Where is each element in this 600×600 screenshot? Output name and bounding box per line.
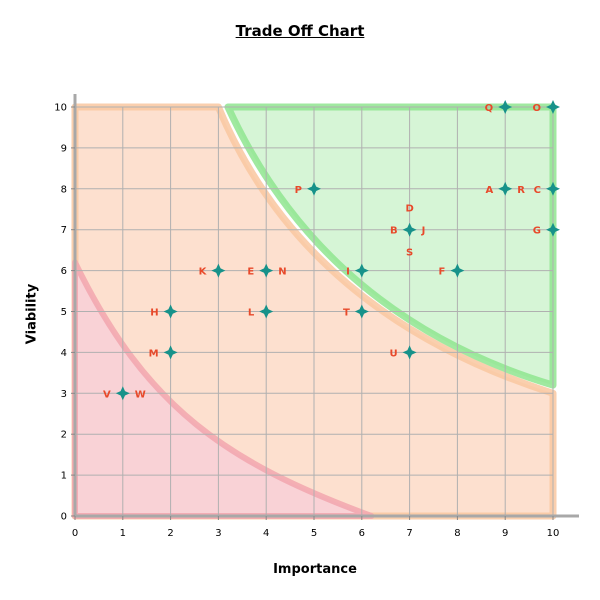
point-label: H	[150, 308, 158, 319]
x-tick-label: 9	[502, 528, 508, 539]
x-tick-label: 3	[215, 528, 221, 539]
data-point	[163, 304, 178, 319]
x-tick-label: 6	[359, 528, 365, 539]
data-point	[307, 181, 321, 196]
data-point	[498, 181, 513, 196]
data-point	[259, 263, 274, 278]
data-point	[402, 222, 417, 237]
data-point	[546, 222, 560, 237]
point-label: O	[532, 103, 541, 114]
data-point	[211, 263, 226, 278]
point-label: J	[421, 226, 426, 237]
point-label: V	[103, 389, 111, 400]
x-tick-label: 1	[120, 528, 126, 539]
point-label: F	[439, 267, 446, 278]
data-point	[450, 263, 465, 278]
point-label: N	[278, 267, 286, 278]
point-label: R	[517, 185, 525, 196]
point-label: Q	[485, 103, 494, 114]
data-point	[163, 345, 178, 360]
point-label: A	[485, 185, 493, 196]
x-tick-label: 5	[311, 528, 317, 539]
data-point	[546, 100, 560, 114]
data-point	[354, 263, 369, 278]
x-tick-label: 8	[454, 528, 460, 539]
point-label: K	[199, 267, 208, 278]
points-layer: Q O P A R C DB JS G K E N I F H L T M U V W	[103, 100, 560, 401]
y-tick-label: 4	[61, 348, 67, 359]
y-tick-label: 6	[61, 266, 67, 277]
y-tick-label: 2	[61, 430, 67, 441]
y-tick-label: 10	[54, 103, 67, 114]
x-axis-label: Importance	[273, 562, 357, 577]
x-tick-label: 0	[72, 528, 78, 539]
point-label: M	[149, 348, 159, 359]
tick-labels-layer: 0 1 2 3 4 5 6 7 8 9 10 0 1 2 3 4 5 6 7 8 9 10	[54, 103, 559, 540]
data-point	[498, 100, 513, 114]
point-label: U	[389, 348, 397, 359]
x-tick-label: 7	[406, 528, 412, 539]
x-tick-label: 4	[263, 528, 269, 539]
point-label: E	[247, 267, 254, 278]
y-tick-label: 9	[61, 143, 67, 154]
data-point	[354, 304, 369, 319]
point-label: P	[295, 185, 302, 196]
point-label: G	[533, 226, 541, 237]
x-tick-label: 2	[167, 528, 173, 539]
y-tick-label: 8	[61, 184, 67, 195]
axes-layer	[71, 94, 579, 520]
zone-high	[224, 103, 557, 389]
y-tick-label: 0	[61, 512, 67, 523]
x-tick-label: 10	[547, 528, 560, 539]
y-tick-label: 3	[61, 389, 67, 400]
point-label: L	[248, 308, 255, 319]
y-tick-label: 7	[61, 225, 67, 236]
chart-title: Trade Off Chart	[235, 22, 365, 40]
data-point	[115, 386, 130, 401]
point-label: T	[343, 308, 350, 319]
data-point	[402, 345, 417, 360]
y-tick-label: 1	[61, 471, 67, 482]
data-point	[259, 304, 274, 319]
point-label: W	[135, 389, 146, 400]
point-label: S	[406, 248, 413, 259]
data-point	[546, 181, 560, 196]
point-label: I	[346, 267, 350, 278]
y-tick-label: 5	[61, 307, 67, 318]
zone-low	[72, 259, 375, 519]
point-label: B	[390, 226, 398, 237]
point-label: D	[405, 204, 413, 215]
point-label: C	[534, 185, 541, 196]
